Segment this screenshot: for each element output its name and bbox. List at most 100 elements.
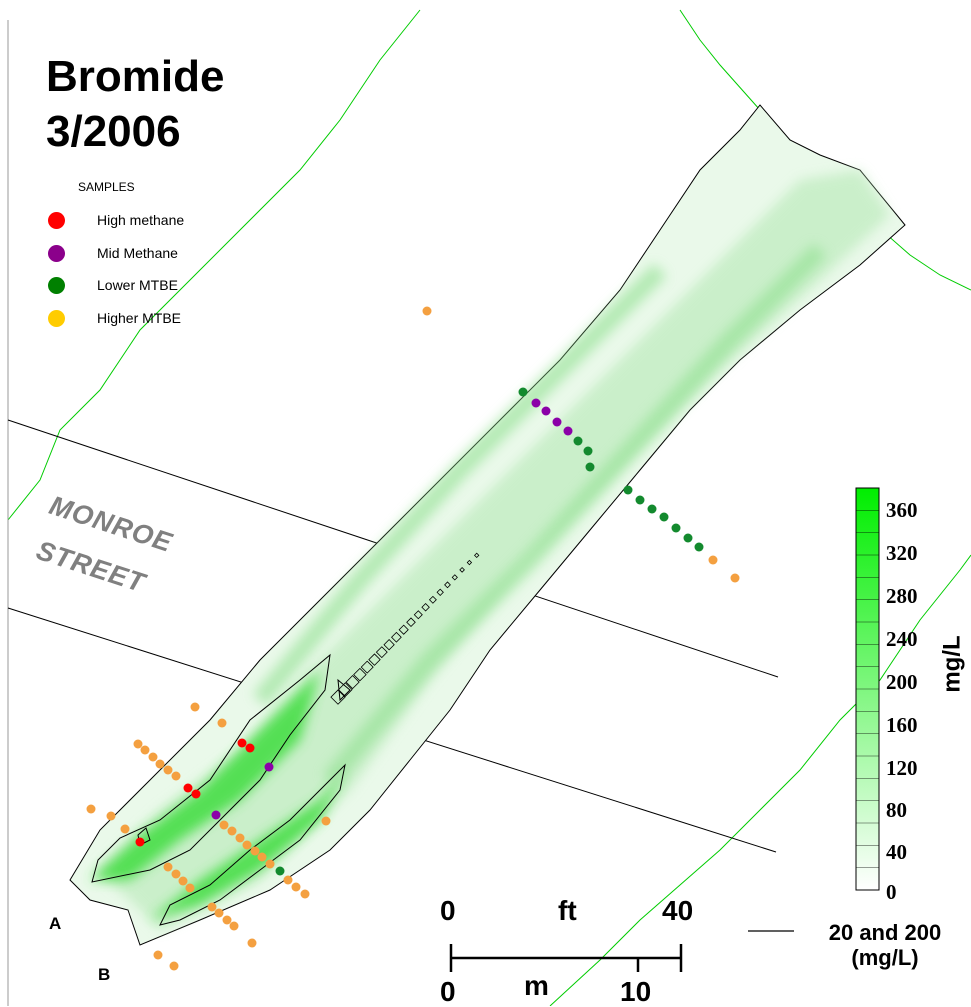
sample-point	[86, 804, 96, 814]
sample-point	[185, 883, 195, 893]
colorbar-tick: 120	[886, 756, 918, 780]
centerline-marker	[421, 603, 430, 612]
scale-ft-zero: 0	[440, 895, 456, 926]
sample-point	[694, 542, 704, 552]
legend-label: Lower MTBE	[97, 277, 178, 293]
sample-point	[257, 852, 267, 862]
site-boundary-left	[7, 9, 421, 521]
sample-point	[583, 446, 593, 456]
map-date: 3/2006	[46, 107, 181, 156]
centerline-marker	[368, 653, 381, 666]
sample-point	[531, 398, 541, 408]
site-boundary-bottom	[549, 554, 971, 1006]
colorbar-tick: 40	[886, 840, 907, 864]
scale-bar	[449, 944, 683, 972]
scale-m-zero: 0	[440, 976, 456, 1007]
sample-point	[552, 417, 562, 427]
sample-point	[242, 840, 252, 850]
sample-point	[585, 462, 595, 472]
legend-item-lower-mtbe: Lower MTBE	[48, 275, 178, 295]
sample-point	[148, 752, 158, 762]
sample-point	[133, 739, 143, 749]
sample-point	[247, 938, 257, 948]
legend-dot-red	[48, 211, 65, 229]
sample-point	[178, 876, 188, 886]
sample-point	[217, 718, 227, 728]
colorbar-tick: 360	[886, 498, 918, 522]
sample-point	[229, 921, 239, 931]
sample-point	[659, 512, 669, 522]
sample-point	[214, 908, 224, 918]
scale-ft-max: 40	[662, 895, 694, 926]
sample-point	[155, 759, 165, 769]
sample-point	[169, 961, 179, 971]
centerline-marker	[474, 552, 480, 559]
sample-point	[321, 816, 331, 826]
centerline-marker	[330, 689, 346, 705]
centerline-marker	[360, 660, 374, 674]
transect-label-b: B	[98, 965, 111, 984]
sample-point	[171, 771, 181, 781]
colorbar-tick: 160	[886, 713, 918, 737]
sample-point	[275, 866, 285, 876]
colorbar-tick: 200	[886, 670, 918, 694]
colorbar-tick: 0	[886, 880, 897, 904]
sample-point	[422, 306, 432, 316]
sample-point	[227, 826, 237, 836]
sample-point	[708, 555, 718, 565]
sample-point	[106, 811, 116, 821]
centerline-marker	[466, 559, 473, 566]
contour-legend-line1: 20 and 200	[828, 920, 942, 945]
centerline-marker	[337, 682, 353, 697]
centerline-marker	[428, 595, 437, 604]
sample-point	[163, 862, 173, 872]
legend-dot-purple	[48, 244, 65, 262]
centerline-marker	[444, 581, 451, 589]
legend-label: Mid Methane	[97, 245, 178, 261]
centerline-markers	[330, 552, 480, 705]
sample-point	[300, 889, 310, 899]
sample-point	[573, 436, 583, 446]
centerline-marker	[375, 646, 388, 659]
sample-point	[153, 950, 163, 960]
centerline-marker	[406, 617, 416, 628]
sample-point	[183, 783, 193, 793]
scale-m-max: 10	[620, 976, 652, 1007]
sample-points	[86, 306, 740, 971]
contour-legend-label: 20 and 200 (mg/L)	[810, 920, 960, 971]
colorbar-tick: 240	[886, 627, 918, 651]
legend-header: SAMPLES	[78, 180, 135, 194]
sample-point	[219, 820, 229, 830]
legend-label: Higher MTBE	[97, 310, 182, 326]
legend-dot-yellow	[48, 309, 65, 327]
sample-point	[120, 824, 130, 834]
plume-shading	[69, 104, 906, 946]
colorbar-divisions	[856, 510, 879, 868]
centerline-marker	[391, 631, 402, 643]
sample-point	[171, 869, 181, 879]
sample-point	[541, 406, 551, 416]
sample-point	[671, 523, 681, 533]
contour-legend-line2: (mg/L)	[851, 945, 919, 971]
legend-item-high-methane: High methane	[48, 210, 184, 230]
centerline-marker	[413, 610, 423, 620]
sample-point	[237, 738, 247, 748]
sample-point	[623, 485, 633, 495]
sample-point	[647, 504, 657, 514]
centerline-marker	[353, 667, 367, 682]
sample-point	[635, 495, 645, 505]
sample-point	[250, 846, 260, 856]
legend-dot-green	[48, 276, 65, 294]
sample-point	[283, 875, 293, 885]
sample-point	[245, 743, 255, 753]
contour-lines	[91, 653, 351, 926]
centerline-marker	[383, 639, 395, 651]
sample-point	[291, 882, 301, 892]
sample-point	[264, 762, 274, 772]
sample-point	[222, 915, 232, 925]
sample-point	[265, 859, 275, 869]
sample-point	[163, 765, 173, 775]
sample-point	[140, 745, 150, 755]
sample-point	[211, 810, 221, 820]
